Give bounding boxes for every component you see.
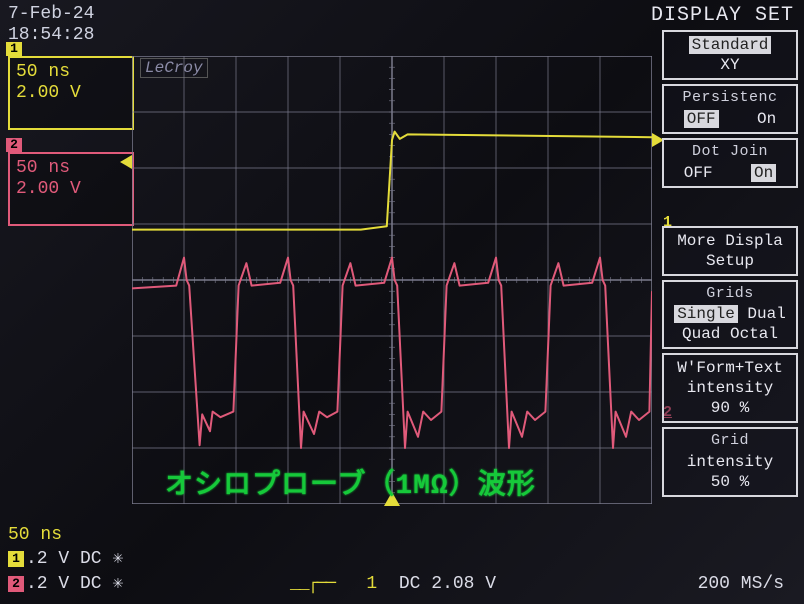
ch2-status-text: .2 V DC	[26, 574, 102, 594]
wform-l1: W'Form+Text	[666, 358, 794, 378]
ch2-status-tag: 2	[8, 576, 24, 592]
wform-l2: intensity	[666, 378, 794, 398]
ch1-status-tag: 1	[8, 551, 24, 567]
wform-intensity-panel[interactable]: W'Form+Text intensity 90 %	[662, 353, 798, 423]
grids-dual[interactable]: Dual	[747, 305, 785, 323]
persistence-title: Persistenc	[666, 89, 794, 108]
ch1-bwl-icon: ✳	[112, 549, 123, 569]
overlay-caption: オシロプローブ（1MΩ）波形	[165, 462, 536, 502]
menu-title: DISPLAY SET	[651, 4, 794, 27]
ch1-status-text: .2 V DC	[26, 549, 102, 569]
grids-title: Grids	[666, 285, 794, 304]
ch2-info-box: 50 ns 2.00 V	[8, 152, 134, 226]
more-display-panel[interactable]: More Displa Setup	[662, 226, 798, 276]
ch1-info-box: 50 ns 2.00 V	[8, 56, 134, 130]
ch2-bwl-icon: ✳	[112, 574, 123, 594]
display-mode-panel[interactable]: Standard XY	[662, 30, 798, 80]
sample-rate: 200 MS/s	[698, 574, 784, 594]
grid-intensity-panel[interactable]: Grid intensity 50 %	[662, 427, 798, 497]
persist-off[interactable]: OFF	[684, 110, 719, 128]
scope-svg	[132, 56, 652, 504]
ch1-timediv: 50 ns	[16, 62, 126, 83]
persistence-panel[interactable]: Persistenc OFF On	[662, 84, 798, 134]
dotjoin-off[interactable]: OFF	[684, 164, 713, 182]
waveform-grid: 1 2	[132, 56, 652, 504]
softkey-column: Standard XY Persistenc OFF On Dot Join O…	[662, 30, 798, 497]
ch2-voltdiv: 2.00 V	[16, 179, 126, 200]
wform-val: 90 %	[666, 398, 794, 418]
datetime: 7-Feb-24 18:54:28	[8, 4, 94, 45]
ch1-status: 1.2 V DC ✳	[8, 547, 123, 571]
dot-join-title: Dot Join	[666, 143, 794, 162]
persist-on[interactable]: On	[757, 110, 776, 128]
grids-quad[interactable]: Quad	[682, 325, 720, 343]
ch1-voltdiv: 2.00 V	[16, 83, 126, 104]
gridint-title: Grid	[666, 432, 794, 451]
grids-panel[interactable]: Grids Single Dual Quad Octal	[662, 280, 798, 350]
dotjoin-on[interactable]: On	[751, 164, 776, 182]
ch2-timediv: 50 ns	[16, 158, 126, 179]
more-display-l1: More Displa	[666, 231, 794, 251]
trig-source: 1	[366, 574, 377, 594]
mode-xy[interactable]: XY	[720, 56, 739, 74]
trig-coupling: DC	[399, 574, 421, 594]
trigger-arrow-left-icon	[120, 155, 132, 169]
grids-octal[interactable]: Octal	[730, 325, 778, 343]
ch2-tag: 2	[6, 138, 22, 152]
trig-level: 2.08 V	[431, 574, 496, 594]
trigger-status: __┌── 1 DC 2.08 V	[290, 574, 496, 594]
ch2-status: 2.2 V DC ✳	[8, 572, 123, 596]
gridint-val: 50 %	[666, 472, 794, 492]
grids-single[interactable]: Single	[674, 305, 738, 323]
more-display-l2: Setup	[666, 251, 794, 271]
timebase: 50 ns	[8, 523, 123, 547]
dot-join-panel[interactable]: Dot Join OFF On	[662, 138, 798, 188]
date-text: 7-Feb-24	[8, 4, 94, 25]
edge-icon: __┌──	[290, 574, 334, 594]
bottom-status: 50 ns 1.2 V DC ✳ 2.2 V DC ✳	[8, 523, 123, 596]
ch1-tag: 1	[6, 42, 22, 56]
spacer	[662, 192, 798, 222]
gridint-l2: intensity	[666, 452, 794, 472]
mode-standard[interactable]: Standard	[689, 36, 772, 54]
